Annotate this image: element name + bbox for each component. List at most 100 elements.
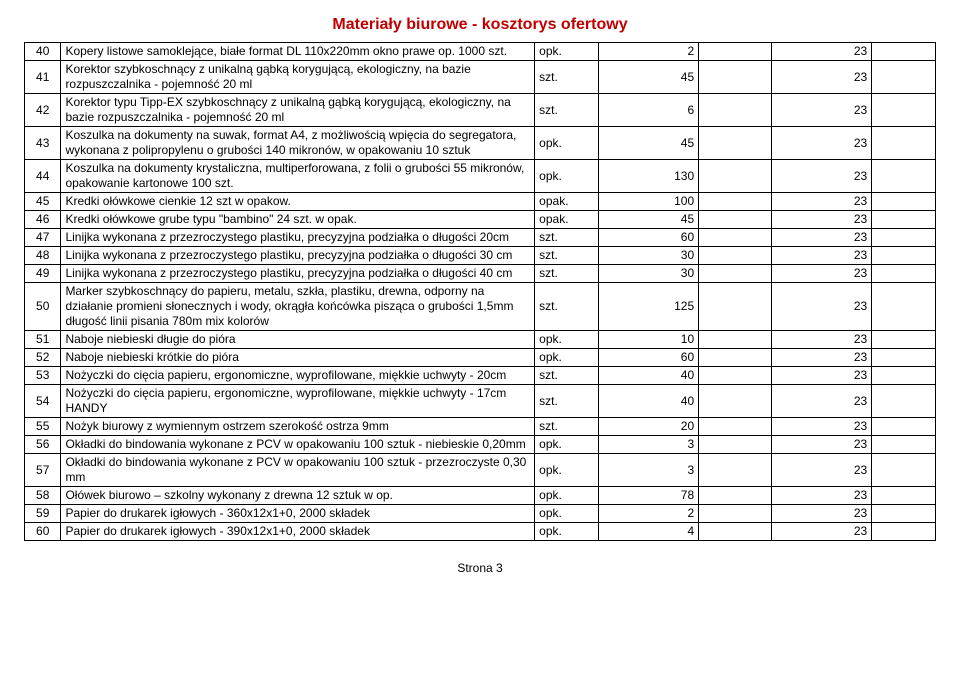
row-days: 23 [772,247,872,265]
table-row: 45Kredki ołówkowe cienkie 12 szt w opako… [25,193,936,211]
row-qty: 45 [598,211,698,229]
row-blank1 [699,331,772,349]
row-days: 23 [772,193,872,211]
row-blank2 [872,454,936,487]
row-blank2 [872,418,936,436]
row-desc: Kredki ołówkowe grube typu "bambino" 24 … [61,211,535,229]
row-blank1 [699,247,772,265]
row-days: 23 [772,367,872,385]
row-blank1 [699,505,772,523]
row-blank2 [872,436,936,454]
row-qty: 20 [598,418,698,436]
row-desc: Nożyk biurowy z wymiennym ostrzem szerok… [61,418,535,436]
row-desc: Koszulka na dokumenty krystaliczna, mult… [61,160,535,193]
row-unit: szt. [535,247,599,265]
row-blank1 [699,487,772,505]
table-row: 56Okładki do bindowania wykonane z PCV w… [25,436,936,454]
row-unit: opk. [535,436,599,454]
row-days: 23 [772,127,872,160]
row-number: 53 [25,367,61,385]
row-number: 57 [25,454,61,487]
row-unit: opk. [535,487,599,505]
row-blank2 [872,43,936,61]
row-desc: Ołówek biurowo – szkolny wykonany z drew… [61,487,535,505]
row-days: 23 [772,436,872,454]
row-blank1 [699,193,772,211]
row-blank1 [699,43,772,61]
row-unit: opak. [535,211,599,229]
row-number: 58 [25,487,61,505]
row-qty: 60 [598,349,698,367]
row-qty: 100 [598,193,698,211]
row-blank2 [872,523,936,541]
row-days: 23 [772,487,872,505]
table-row: 57Okładki do bindowania wykonane z PCV w… [25,454,936,487]
row-number: 50 [25,283,61,331]
row-unit: szt. [535,418,599,436]
row-qty: 130 [598,160,698,193]
row-blank1 [699,229,772,247]
row-number: 42 [25,94,61,127]
row-blank2 [872,127,936,160]
table-row: 41Korektor szybkoschnący z unikalną gąbk… [25,61,936,94]
row-blank1 [699,418,772,436]
row-qty: 4 [598,523,698,541]
table-row: 42Korektor typu Tipp-EX szybkoschnący z … [25,94,936,127]
row-blank2 [872,385,936,418]
cost-table: 40Kopery listowe samoklejące, białe form… [24,42,936,541]
row-unit: szt. [535,61,599,94]
row-blank1 [699,94,772,127]
row-days: 23 [772,211,872,229]
row-qty: 2 [598,43,698,61]
table-row: 55Nożyk biurowy z wymiennym ostrzem szer… [25,418,936,436]
row-number: 55 [25,418,61,436]
row-number: 47 [25,229,61,247]
row-blank2 [872,367,936,385]
row-blank1 [699,127,772,160]
row-qty: 6 [598,94,698,127]
row-number: 52 [25,349,61,367]
row-unit: opk. [535,43,599,61]
row-days: 23 [772,385,872,418]
row-unit: szt. [535,385,599,418]
row-desc: Linijka wykonana z przezroczystego plast… [61,229,535,247]
row-blank1 [699,283,772,331]
row-qty: 30 [598,265,698,283]
row-unit: szt. [535,367,599,385]
row-desc: Kredki ołówkowe cienkie 12 szt w opakow. [61,193,535,211]
row-blank2 [872,283,936,331]
row-blank2 [872,265,936,283]
table-row: 53Nożyczki do cięcia papieru, ergonomicz… [25,367,936,385]
row-unit: opk. [535,160,599,193]
row-days: 23 [772,43,872,61]
table-row: 52Naboje niebieski krótkie do pióraopk.6… [25,349,936,367]
table-row: 50Marker szybkoschnący do papieru, metal… [25,283,936,331]
row-desc: Linijka wykonana z przezroczystego plast… [61,247,535,265]
row-blank1 [699,367,772,385]
row-days: 23 [772,61,872,94]
row-number: 41 [25,61,61,94]
row-blank1 [699,454,772,487]
row-blank2 [872,229,936,247]
row-blank2 [872,331,936,349]
row-number: 56 [25,436,61,454]
row-desc: Nożyczki do cięcia papieru, ergonomiczne… [61,385,535,418]
row-days: 23 [772,505,872,523]
row-qty: 3 [598,436,698,454]
table-row: 40Kopery listowe samoklejące, białe form… [25,43,936,61]
row-number: 60 [25,523,61,541]
row-blank1 [699,265,772,283]
row-number: 51 [25,331,61,349]
table-row: 51Naboje niebieski długie do pióraopk.10… [25,331,936,349]
row-unit: szt. [535,283,599,331]
row-unit: szt. [535,229,599,247]
row-qty: 40 [598,385,698,418]
row-qty: 125 [598,283,698,331]
page-footer: Strona 3 [24,561,936,575]
row-number: 46 [25,211,61,229]
row-desc: Okładki do bindowania wykonane z PCV w o… [61,454,535,487]
row-unit: szt. [535,265,599,283]
row-desc: Korektor typu Tipp-EX szybkoschnący z un… [61,94,535,127]
row-qty: 10 [598,331,698,349]
row-number: 48 [25,247,61,265]
